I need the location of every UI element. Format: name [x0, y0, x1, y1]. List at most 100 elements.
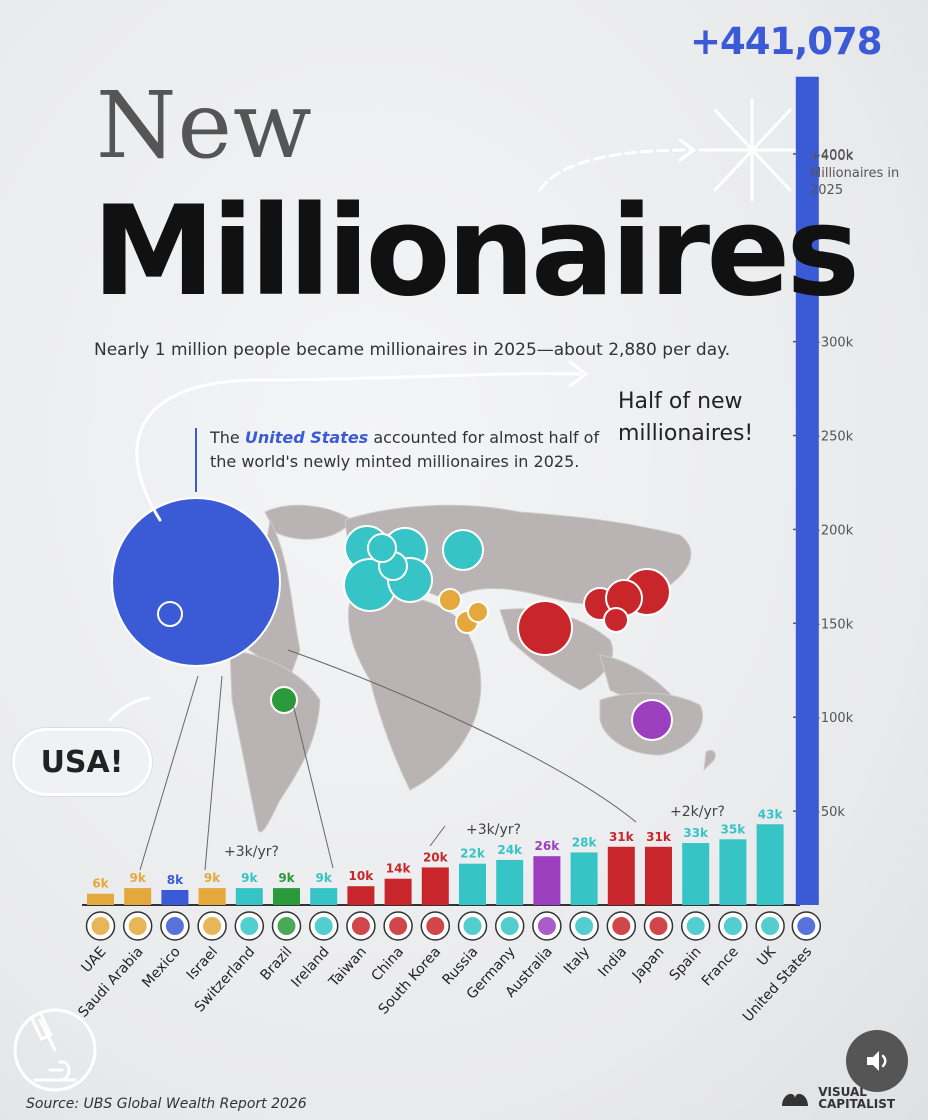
- map-new-zealand: [703, 749, 716, 772]
- bubble-saudi: [467, 601, 489, 623]
- bar-mexico: [161, 889, 189, 905]
- y-tick-label: +50k: [810, 805, 845, 820]
- flag-fill: [797, 917, 816, 935]
- us-note-suffix: accounted for almost half of the world's…: [210, 428, 600, 471]
- max-note: +400k Millionaires in 2025: [810, 149, 900, 198]
- connector-brazil: [291, 699, 334, 869]
- bar-germany: [496, 859, 524, 905]
- bar-israel: [198, 888, 226, 905]
- category-label: Ireland: [288, 944, 332, 991]
- rate-note-right: +2k/yr?: [670, 804, 725, 820]
- microscope-icon: [13, 1008, 97, 1092]
- bar-brazil: [273, 888, 300, 905]
- value-label: 9k: [204, 871, 221, 885]
- bar-australia: [533, 856, 561, 905]
- visual-capitalist-logo-icon: [780, 1088, 810, 1108]
- flag-fill: [240, 917, 259, 935]
- speaker-icon: [867, 1051, 887, 1071]
- arrow-to-max-head: [678, 138, 697, 162]
- source-note: Source: UBS Global Wealth Report 2026: [26, 1096, 307, 1112]
- y-axis-ticks: +50k +100k +150k +200k +250k +300k +400k: [793, 148, 854, 820]
- value-label: 35k: [721, 822, 747, 836]
- usa-bubble: USA!: [12, 728, 152, 796]
- bubble-taiwan: [603, 607, 629, 633]
- us-note-prefix: The: [210, 428, 245, 447]
- flag-fill: [500, 917, 519, 935]
- brand-line1: VISUAL: [818, 1085, 867, 1099]
- y-tick-label: +150k: [810, 617, 854, 632]
- country-flags: [85, 911, 822, 941]
- value-label: 9k: [278, 871, 295, 885]
- bubble-mexico: [157, 601, 183, 627]
- y-tick-label: +300k: [810, 336, 854, 351]
- value-label: 20k: [423, 850, 449, 864]
- bubble-israel: [438, 588, 462, 612]
- bubble-usa: [111, 497, 281, 667]
- flag-fill: [575, 917, 594, 935]
- flag-fill: [686, 917, 705, 935]
- map-south-america: [229, 649, 321, 833]
- connector-japan: [287, 649, 637, 823]
- value-label: 10k: [349, 869, 375, 883]
- value-label: 14k: [386, 862, 412, 876]
- bubble-spain: [367, 533, 397, 563]
- bubble-russia: [442, 529, 484, 571]
- bar-china: [384, 878, 412, 905]
- decor-arrows: [108, 98, 807, 722]
- category-label: UK: [754, 943, 779, 969]
- category-label: India: [595, 944, 630, 980]
- subtitle: Nearly 1 million people became millionai…: [94, 340, 731, 360]
- y-tick-label: +400k: [810, 148, 854, 163]
- flag-fill: [761, 917, 780, 935]
- flag-fill: [277, 917, 296, 935]
- category-label: France: [699, 944, 742, 989]
- connector-saudi: [139, 675, 199, 871]
- arrow-half-note-head: [568, 360, 589, 388]
- total-label: +441,078: [690, 20, 883, 63]
- bar-japan: [645, 846, 672, 905]
- bar-switzerland: [235, 888, 263, 905]
- bar-south-korea: [421, 867, 449, 905]
- bar-saudi-arabia: [124, 888, 152, 905]
- flag-fill: [128, 917, 147, 935]
- bar-russia: [459, 863, 486, 905]
- bubble-india: [517, 600, 573, 656]
- value-label: 31k: [609, 830, 635, 844]
- rate-note-left: +3k/yr?: [224, 844, 279, 860]
- bars: [87, 76, 819, 905]
- us-note-highlight: United States: [244, 428, 369, 447]
- y-tick-label: +250k: [810, 430, 854, 445]
- flag-fill: [537, 917, 556, 935]
- y-tick-label: +200k: [810, 523, 854, 538]
- flag-fill: [426, 917, 445, 935]
- value-label: 9k: [241, 871, 258, 885]
- category-label: Mexico: [139, 944, 184, 991]
- value-label: 8k: [167, 873, 184, 887]
- flag-fill: [389, 917, 408, 935]
- title-line1: New: [96, 72, 313, 179]
- bar-spain: [682, 843, 710, 905]
- flag-fill: [351, 917, 370, 935]
- bar-ireland: [310, 888, 338, 905]
- flag-fill: [723, 917, 742, 935]
- bar-uk: [756, 824, 784, 905]
- flag-fill: [314, 917, 333, 935]
- flag-fill: [91, 917, 110, 935]
- title-line2: Millionaires: [92, 180, 860, 324]
- bar-italy: [570, 852, 598, 905]
- category-label: Italy: [561, 944, 593, 977]
- bubble-brazil: [270, 686, 298, 714]
- flag-fill: [649, 917, 668, 935]
- arrow-to-max: [538, 148, 692, 192]
- bar-france: [719, 839, 747, 905]
- sound-button[interactable]: [846, 1030, 908, 1092]
- flag-fill: [203, 917, 222, 935]
- connector-korea: [429, 825, 446, 847]
- value-label: 43k: [758, 807, 784, 821]
- value-label: 9k: [130, 871, 147, 885]
- value-labels: 6k 9k 8k 9k 9k 9k 9k 10k 14k 20k 22k 24k 26k 28k 31k 31…: [92, 807, 783, 890]
- brand-logo: VISUAL CAPITALIST: [780, 1086, 895, 1110]
- arrow-half-note: [135, 372, 582, 522]
- map-greenland: [264, 504, 353, 540]
